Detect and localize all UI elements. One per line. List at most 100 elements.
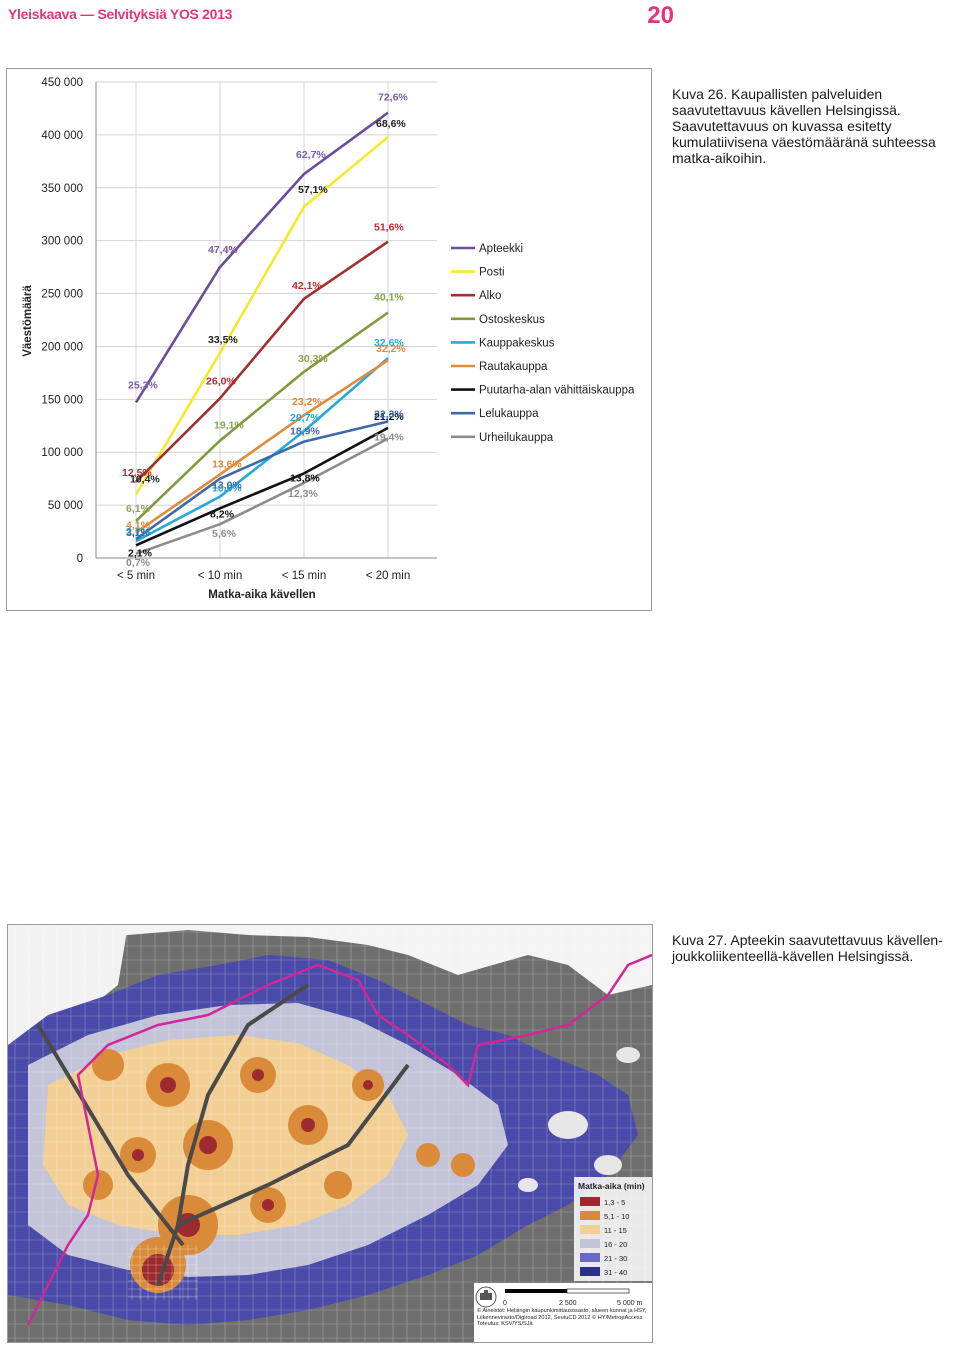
data-label: 51,6% <box>374 222 404 234</box>
map-legend-title: Matka-aika (min) <box>578 1181 645 1191</box>
legend-label-1: Posti <box>479 267 505 279</box>
map-legend-swatch <box>580 1197 600 1206</box>
series-line-5 <box>135 359 389 534</box>
data-label: 10,4% <box>130 474 160 486</box>
islands <box>518 1047 640 1192</box>
y-tick-label: 150 000 <box>41 394 83 406</box>
data-label: 47,4% <box>208 244 238 256</box>
legend-label-8: Urheilukauppa <box>479 432 554 444</box>
data-label: 25,3% <box>128 380 158 392</box>
y-tick-label: 450 000 <box>41 77 83 89</box>
data-label: 30,3% <box>298 353 328 365</box>
map-legend-swatch <box>580 1253 600 1262</box>
chart-figure: 0 50 000 100 000 150 000 200 000 250 000 300 0… <box>6 68 652 611</box>
scale-label-5000: 5 000 m <box>617 1300 642 1307</box>
data-label: 5,6% <box>212 528 237 540</box>
page-number: 20 <box>647 2 674 29</box>
data-label: 22,3% <box>374 409 404 421</box>
x-tick-label: < 5 min <box>117 570 155 582</box>
data-label: 23,2% <box>292 396 322 408</box>
map-legend: Matka-aika (min) 1,3 - 5 5,1 - 10 11 - 15 1… <box>574 1177 652 1281</box>
legend-label-0: Apteekki <box>479 243 523 255</box>
y-axis-title: Väestömäärä <box>22 285 34 357</box>
y-tick-label: 350 000 <box>41 183 83 195</box>
figure-27-caption: Kuva 27. Apteekin saavutettavuus kävelle… <box>672 932 943 964</box>
map-legend-label: 16 - 20 <box>604 1240 627 1249</box>
map-credits-box: 0 2 500 5 000 m © Aineistot: Helsingin k… <box>474 1283 652 1342</box>
data-label: 26,0% <box>206 375 236 387</box>
legend-label-5: Rautakauppa <box>479 361 548 373</box>
y-tick-label: 0 <box>77 553 83 565</box>
data-label: 21,2% <box>374 411 404 423</box>
city-border <box>26 953 652 1326</box>
data-label: 2,7% <box>126 526 151 538</box>
data-label: 12,5% <box>122 467 152 479</box>
data-label: 72,6% <box>378 92 408 104</box>
y-tick-label: 50 000 <box>48 500 83 512</box>
scale-label-2500: 2 500 <box>559 1300 577 1307</box>
data-label: 20,7% <box>290 412 320 424</box>
map-legend-swatch <box>580 1239 600 1248</box>
map-legend-label: 1,3 - 5 <box>604 1198 625 1207</box>
legend-label-4: Kauppakeskus <box>479 337 555 349</box>
map-legend-label: 5,1 - 10 <box>604 1212 629 1221</box>
data-label: 57,1% <box>298 184 328 196</box>
data-label: 32,6% <box>374 337 404 349</box>
map-figure: Matka-aika (min) 1,3 - 5 5,1 - 10 11 - 15 1… <box>7 924 653 1343</box>
y-tick-label: 250 000 <box>41 289 83 301</box>
series-line-1 <box>134 136 389 496</box>
y-tick-label: 300 000 <box>41 236 83 248</box>
line-chart: 0 50 000 100 000 150 000 200 000 250 000 300 0… <box>22 77 635 601</box>
map-credits-text: © Aineistot: Helsingin kaupunkimittausos… <box>477 1308 647 1328</box>
data-label: 62,7% <box>296 149 326 161</box>
data-label: 10,0% <box>212 483 242 495</box>
map-legend-label: 11 - 15 <box>604 1226 627 1235</box>
x-tick-label: < 15 min <box>282 570 326 582</box>
data-label: 13,6% <box>212 458 242 470</box>
legend-label-7: Lelukauppa <box>479 408 539 420</box>
data-label: 32,2% <box>376 343 406 355</box>
data-label: 6,1% <box>126 503 151 515</box>
data-label: 12,3% <box>288 488 318 500</box>
data-label: 42,1% <box>292 280 322 292</box>
legend-label-3: Ostoskeskus <box>479 314 545 326</box>
data-label: 13,0% <box>212 480 242 492</box>
document-header-title: Yleiskaava — Selvityksiä YOS 2013 <box>8 6 233 22</box>
map-legend-label: 21 - 30 <box>604 1254 627 1263</box>
data-label: 18,9% <box>290 426 320 438</box>
map-legend-swatch <box>580 1211 600 1220</box>
series-line-7 <box>135 420 389 541</box>
data-label: 4,1% <box>126 520 151 532</box>
series-line-3 <box>135 311 389 522</box>
series-line-4 <box>135 357 389 543</box>
data-label: 19,1% <box>214 420 244 432</box>
series-line-6 <box>135 426 389 547</box>
series-line-0 <box>134 111 389 404</box>
series-line-2 <box>135 240 389 483</box>
y-tick-label: 400 000 <box>41 130 83 142</box>
data-label: 68,6% <box>376 118 406 130</box>
scale-bar: 0 2 500 5 000 m <box>503 1288 642 1307</box>
legend-label-6: Puutarha-alan vähittäiskauppa <box>479 385 635 397</box>
series-line-8 <box>135 437 389 556</box>
data-label: 40,1% <box>374 292 404 304</box>
data-label: 3,1% <box>126 527 151 539</box>
data-label: 33,5% <box>208 334 238 346</box>
legend-label-2: Alko <box>479 290 501 302</box>
data-label: 13,8% <box>290 472 320 484</box>
data-label: 0,7% <box>126 557 151 569</box>
map-legend-swatch <box>580 1267 600 1276</box>
x-axis-title: Matka-aika kävellen <box>208 589 315 601</box>
map-legend-label: 31 - 40 <box>604 1268 627 1277</box>
rail-lines <box>36 983 410 1286</box>
y-tick-label: 200 000 <box>41 341 83 353</box>
scale-label-0: 0 <box>503 1300 507 1307</box>
x-tick-label: < 20 min <box>366 570 410 582</box>
data-label: 19,4% <box>374 431 404 443</box>
data-label: 2,1% <box>128 547 153 559</box>
data-label: 8,2% <box>210 508 235 520</box>
y-tick-label: 100 000 <box>41 447 83 459</box>
map-legend-swatch <box>580 1225 600 1234</box>
accessibility-map: Matka-aika (min) 1,3 - 5 5,1 - 10 11 - 15 1… <box>8 925 652 1342</box>
figure-26-caption: Kuva 26. Kaupallisten palveluiden saavut… <box>672 86 936 166</box>
